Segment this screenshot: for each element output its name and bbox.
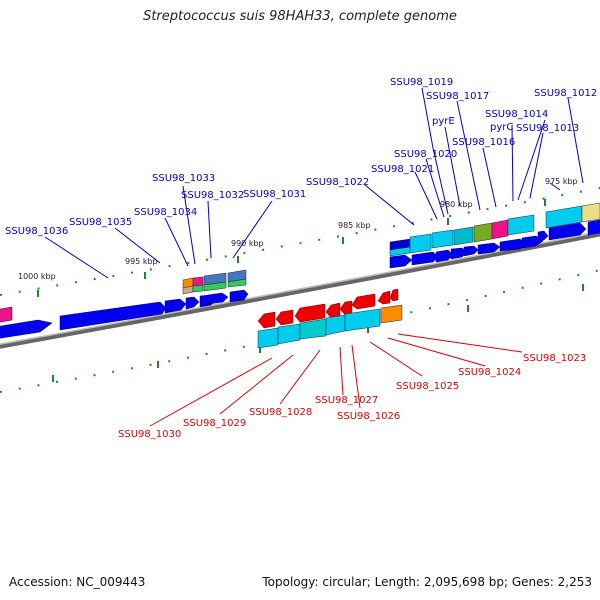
reverse-strand: [257, 288, 399, 329]
gene-label: SSU98_1033: [152, 173, 215, 184]
scale-label: 1000 kbp: [18, 272, 56, 281]
reverse-gene-labels: SSU98_1030 SSU98_1029 SSU98_1028 SSU98_1…: [118, 353, 586, 440]
gene-label: SSU98_1028: [249, 407, 312, 418]
forward-strand: [0, 219, 600, 339]
reverse-domain-tiles: [257, 304, 403, 349]
gene-label: SSU98_1017: [426, 91, 489, 102]
scale-label: 985 kbp: [338, 221, 371, 230]
gene-label: SSU98_1013: [516, 123, 579, 134]
gene-label: SSU98_1019: [390, 77, 453, 88]
gene-label: SSU98_1026: [337, 411, 400, 422]
gene-label: SSU98_1036: [5, 226, 68, 237]
gene-label: SSU98_1024: [458, 367, 521, 378]
scale-label: 975 kbp: [545, 177, 578, 186]
gene-label: pyrC: [490, 122, 513, 133]
map-title: Streptococcus suis 98HAH33, complete gen…: [143, 9, 457, 24]
forward-domain-tiles: [182, 202, 600, 295]
scale-label: 990 kbp: [231, 239, 264, 248]
gene-label: SSU98_1023: [523, 353, 586, 364]
scale-label: 980 kbp: [440, 200, 473, 209]
topology-text: Topology: circular; Length: 2,095,698 bp…: [262, 575, 592, 589]
accession-text: Accession: NC_009443: [9, 575, 146, 589]
scale-label: 995 kbp: [125, 257, 158, 266]
forward-leaders: [44, 87, 584, 279]
gene-label: SSU98_1027: [315, 395, 378, 406]
gene-label: SSU98_1031: [243, 189, 306, 200]
forward-gene-labels: SSU98_1036 SSU98_1035 SSU98_1034 SSU98_1…: [5, 77, 597, 237]
reverse-leaders: [149, 333, 523, 427]
gene-label: pyrE: [432, 116, 455, 127]
gene-label: SSU98_1021: [371, 164, 434, 175]
gene-label: SSU98_1022: [306, 177, 369, 188]
gene-label: SSU98_1029: [183, 418, 246, 429]
gene-label: SSU98_1035: [69, 217, 132, 228]
gene-label: SSU98_1016: [452, 137, 515, 148]
gene-label: SSU98_1025: [396, 381, 459, 392]
gene-label: SSU98_1014: [485, 109, 548, 120]
gene-label: SSU98_1020: [394, 149, 457, 160]
gene-label: SSU98_1032: [181, 190, 244, 201]
gene-label: SSU98_1034: [134, 207, 197, 218]
gene-label: SSU98_1030: [118, 429, 181, 440]
gene-label: SSU98_1012: [534, 88, 597, 99]
